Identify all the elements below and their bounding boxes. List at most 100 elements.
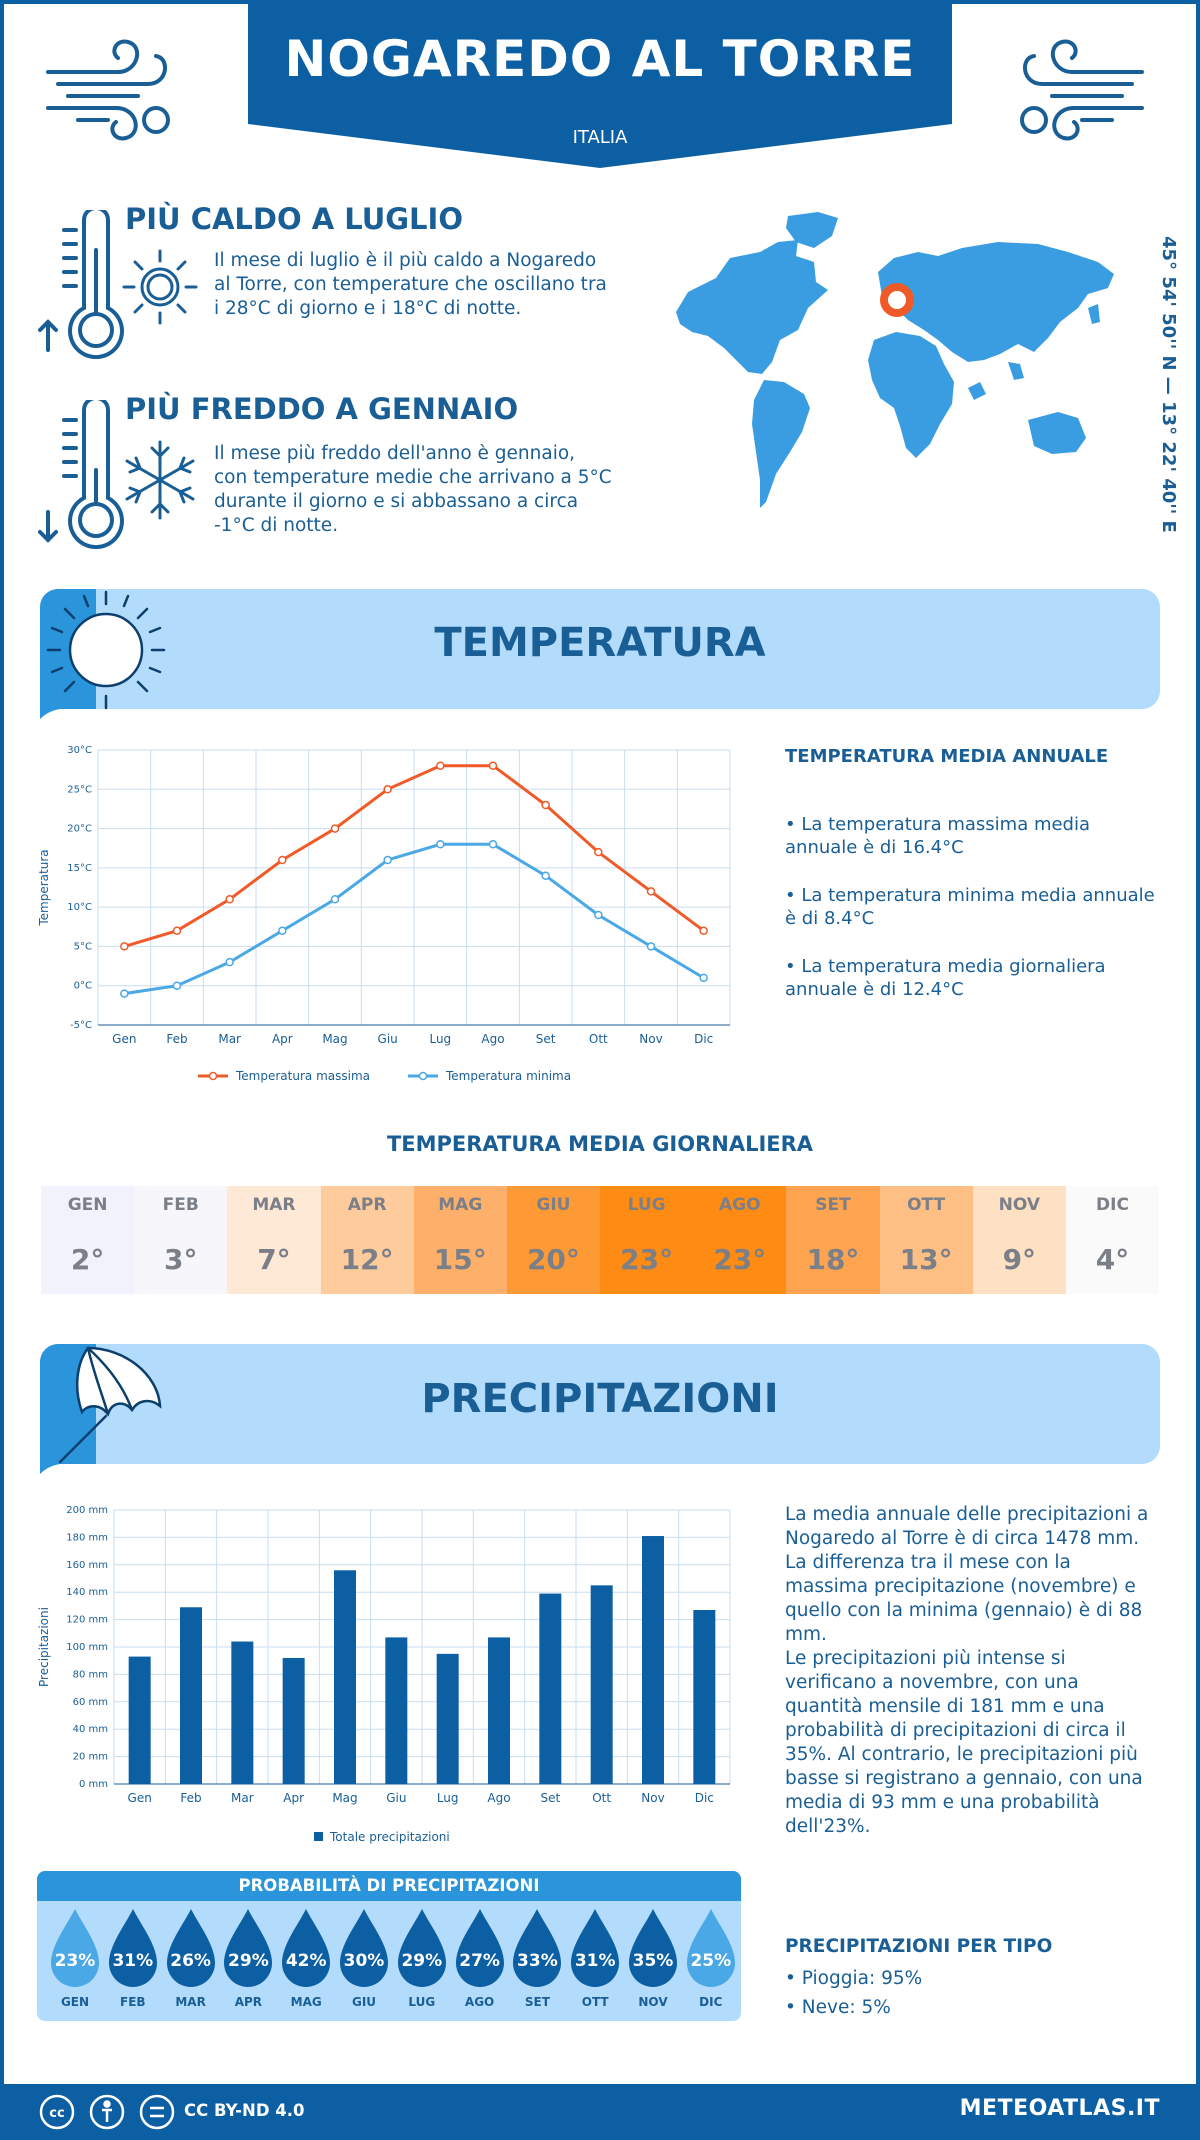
- probability-value: 30%: [343, 1951, 385, 1971]
- daily-month-label: DIC: [1096, 1195, 1129, 1215]
- probability-month: GIU: [351, 1995, 377, 2009]
- umbrella-icon: [58, 1346, 162, 1464]
- page-subtitle: ITALIA: [572, 127, 628, 148]
- y-tick-label: 40 mm: [73, 1724, 108, 1735]
- data-point: [225, 957, 234, 967]
- daily-month-label: AGO: [719, 1195, 761, 1215]
- probability-value: 33%: [517, 1951, 558, 1971]
- data-point: [278, 855, 287, 865]
- x-tick-label: Set: [536, 1032, 556, 1046]
- probability-month: APR: [234, 1995, 263, 2009]
- y-tick-label: 120 mm: [66, 1615, 108, 1626]
- wind-icon: [1020, 39, 1144, 141]
- daily-cell: GEN 2°: [41, 1186, 135, 1294]
- daily-temp-value: 18°: [806, 1242, 860, 1276]
- probability-month: SET: [524, 1995, 550, 2009]
- probability-month: LUG: [408, 1995, 436, 2009]
- annual-max-text: • La temperatura massima media annuale è…: [785, 814, 1091, 858]
- data-point: [172, 926, 182, 935]
- bar: [334, 1570, 356, 1784]
- x-tick-label: Nov: [639, 1032, 662, 1046]
- daily-cell: GIU 20°: [506, 1186, 601, 1294]
- data-point: [699, 926, 708, 935]
- y-tick-label: 80 mm: [73, 1669, 108, 1680]
- data-point: [436, 840, 445, 849]
- header-banner: [248, 0, 952, 168]
- daily-month-label: GIU: [536, 1195, 571, 1215]
- temperature-title: TEMPERATURA: [434, 620, 766, 666]
- daily-cell: AGO 23°: [693, 1186, 787, 1294]
- probability-value: 31%: [112, 1951, 154, 1971]
- precipitation-chart: 0 mm 20 mm 40 mm 60 mm 80 mm 100 mm 120 mm 140 …: [37, 1505, 731, 1844]
- brand-link[interactable]: METEOATLAS.IT: [959, 2096, 1160, 2121]
- hot-month-title: PIÙ CALDO A LUGLIO: [125, 202, 463, 236]
- x-tick-label: Mar: [231, 1791, 254, 1805]
- raindrop-icon: [108, 1909, 157, 1987]
- bar: [488, 1637, 510, 1784]
- y-tick-label: 20 mm: [73, 1752, 108, 1763]
- daily-cell: NOV 9°: [972, 1186, 1066, 1294]
- probability-month: GEN: [60, 1995, 90, 2009]
- legend-label: Temperatura minima: [445, 1069, 571, 1083]
- precip-type-title: PRECIPITAZIONI PER TIPO: [785, 1936, 1053, 1957]
- x-tick-label: Lug: [429, 1032, 451, 1046]
- no-derivatives-icon[interactable]: [138, 2093, 176, 2131]
- data-point: [120, 989, 129, 998]
- x-tick-label: Gen: [128, 1791, 152, 1805]
- y-tick-label: 180 mm: [66, 1532, 108, 1543]
- probability-title: PROBABILITÀ DI PRECIPITAZIONI: [37, 1871, 741, 1901]
- bar: [642, 1536, 664, 1784]
- data-point: [488, 761, 498, 770]
- temperature-banner: [40, 589, 1160, 709]
- x-tick-label: Mag: [332, 1791, 357, 1805]
- thermometer-up-icon: [38, 210, 124, 359]
- x-tick-label: Feb: [166, 1032, 187, 1046]
- data-point: [330, 895, 340, 904]
- daily-cell: DIC 4°: [1065, 1186, 1160, 1294]
- y-tick-label: 0 mm: [79, 1779, 108, 1790]
- precip-probability-panel: PROBABILITÀ DI PRECIPITAZIONI 23% GEN 31% F…: [37, 1871, 741, 2021]
- bar: [539, 1593, 562, 1784]
- y-tick-label: -5°C: [70, 1020, 92, 1031]
- raindrop-icon: [340, 1909, 388, 1987]
- data-point: [278, 926, 287, 935]
- y-tick-label: 25°C: [67, 784, 92, 795]
- license-label[interactable]: CC BY-ND 4.0: [184, 2101, 305, 2120]
- attribution-icon[interactable]: [88, 2093, 126, 2131]
- daily-temp-value: 20°: [526, 1242, 580, 1276]
- hot-month-text: Il mese di luglio è il più caldo a Nogar…: [214, 250, 607, 319]
- bar: [693, 1610, 716, 1784]
- raindrop-icon: [686, 1909, 735, 1987]
- probability-value: 23%: [54, 1951, 96, 1971]
- x-tick-label: Apr: [272, 1032, 293, 1046]
- bar: [180, 1607, 202, 1784]
- daily-month-label: LUG: [627, 1195, 666, 1215]
- series-line-max: [123, 764, 705, 948]
- daily-temp-value: 23°: [713, 1242, 767, 1276]
- x-tick-label: Mag: [322, 1032, 347, 1046]
- snowflake-icon: [125, 440, 195, 520]
- daily-cell: OTT 13°: [879, 1186, 973, 1294]
- cc-icon[interactable]: cc: [38, 2093, 76, 2131]
- probability-month: MAR: [175, 1995, 206, 2009]
- data-point: [120, 942, 129, 951]
- x-tick-label: Dic: [694, 1032, 713, 1046]
- probability-month: AGO: [464, 1995, 495, 2009]
- precip-type-rain: • Pioggia: 95%: [785, 1968, 923, 1989]
- y-tick-label: 0°C: [74, 981, 92, 992]
- raindrop-icon: [282, 1909, 331, 1987]
- daily-temp-value: 12°: [340, 1242, 394, 1276]
- daily-cell: LUG 23°: [600, 1186, 694, 1294]
- raindrop-icon: [397, 1909, 446, 1987]
- location-marker: [880, 283, 914, 317]
- data-point: [172, 981, 182, 990]
- bar: [385, 1637, 408, 1784]
- data-point: [541, 871, 550, 880]
- daily-month-label: APR: [347, 1195, 387, 1215]
- x-tick-label: Giu: [378, 1032, 398, 1046]
- x-tick-label: Lug: [437, 1791, 459, 1805]
- y-tick-label: 15°C: [67, 863, 92, 874]
- data-point: [225, 895, 234, 904]
- daily-temp-value: 23°: [620, 1242, 674, 1276]
- probability-value: 29%: [401, 1951, 443, 1971]
